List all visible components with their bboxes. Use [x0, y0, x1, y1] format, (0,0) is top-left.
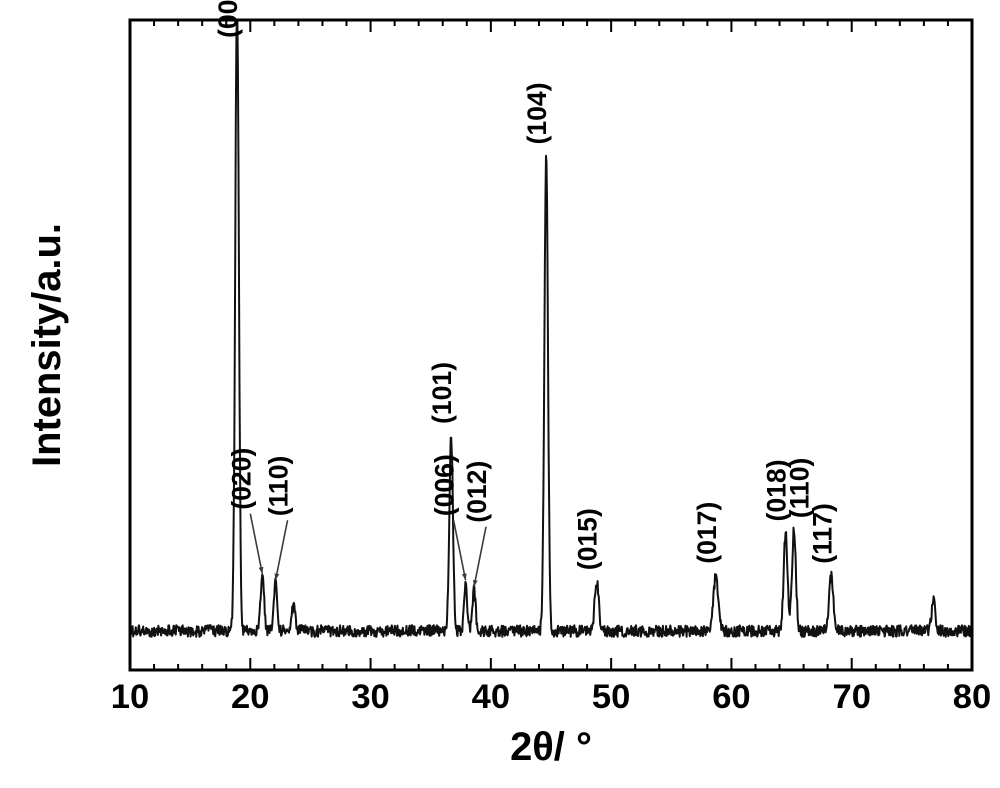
peak-label: (003)	[213, 0, 243, 38]
peak-label: (101)	[427, 362, 457, 424]
x-tick-label: 80	[953, 678, 991, 716]
x-tick-label: 20	[231, 678, 269, 716]
xrd-figure: 10 20 30 40 50 60 70 80 2θ/ ° Intensity/a.u. (003)…	[0, 0, 1000, 788]
peak-label: (015)	[573, 508, 603, 570]
peak-label: (020)	[226, 448, 256, 510]
x-tick-label: 60	[712, 678, 750, 716]
peak-label: (117)	[807, 503, 837, 564]
y-axis-label: Intensity/a.u.	[25, 223, 69, 467]
x-axis-label: 2θ/ °	[510, 725, 592, 769]
x-tick-label: 70	[832, 678, 870, 716]
peak-label: (012)	[462, 461, 492, 523]
peak-label: (006)	[430, 454, 460, 516]
peak-label: (110)	[264, 456, 294, 517]
peak-label: (017)	[692, 502, 722, 564]
x-tick-label: 10	[111, 678, 149, 716]
x-tick-label: 30	[351, 678, 389, 716]
x-tick-label: 40	[472, 678, 510, 716]
x-tick-label: 50	[592, 678, 630, 716]
peak-label: (104)	[522, 82, 552, 144]
xrd-plot-svg: 10 20 30 40 50 60 70 80 2θ/ ° Intensity/a.u. (003)…	[0, 0, 1000, 788]
